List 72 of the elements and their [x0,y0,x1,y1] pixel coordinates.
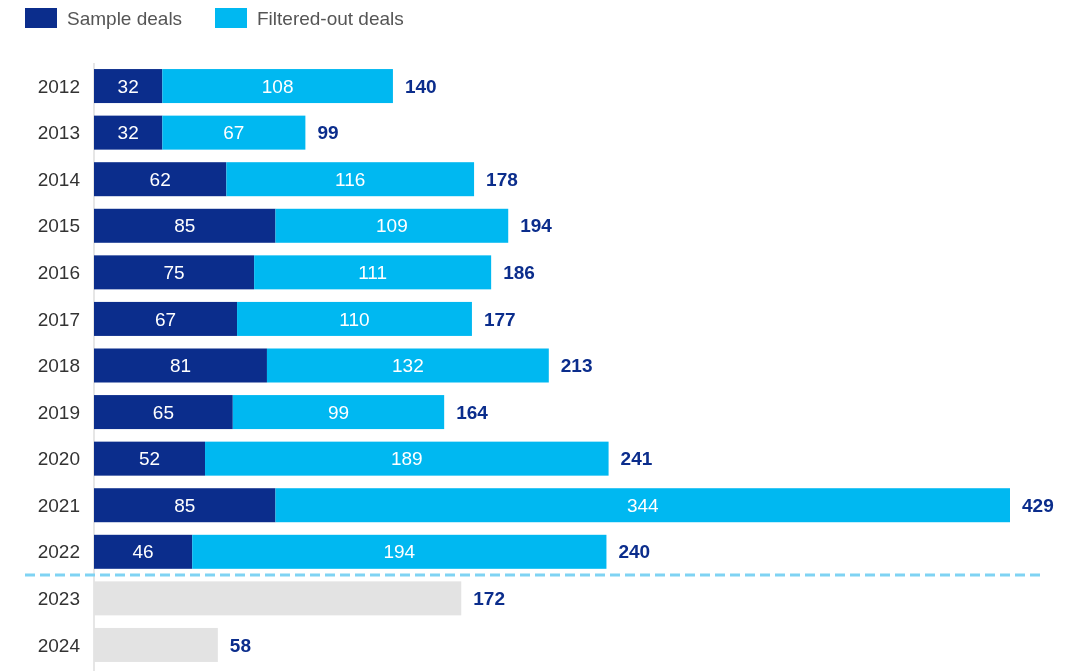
data-label: 110 [339,308,370,330]
total-label: 429 [1022,494,1054,516]
bar [226,162,475,197]
data-label: 132 [392,355,424,377]
data-label: 65 [152,401,174,423]
y-tick-label: 2016 [37,262,80,283]
bar [94,534,193,569]
legend-label: Filtered-out deals [257,7,404,29]
bar [94,69,163,104]
bar [94,301,238,336]
data-label: 32 [117,75,139,97]
bar [205,441,609,476]
bar [192,534,607,569]
total-label: 172 [473,588,505,610]
total-label: 164 [456,401,489,423]
bar [266,348,549,383]
bar [94,441,206,476]
bar [162,69,393,104]
total-label: 240 [618,541,651,563]
data-label: 108 [261,75,294,97]
bar [237,301,472,336]
bar [94,208,276,243]
data-label: 85 [174,494,196,516]
y-tick-label: 2013 [37,122,80,144]
bar [94,255,255,290]
data-label: 52 [138,448,161,470]
y-tick-label: 2017 [37,308,80,330]
y-tick-label: 2023 [37,588,80,610]
bar [94,488,276,523]
bar [94,395,233,430]
total-label: 186 [503,262,535,283]
bar [254,255,492,290]
data-label: 75 [163,262,185,283]
data-label: 111 [358,262,388,283]
data-label: 99 [327,401,350,423]
data-label: 46 [132,541,154,563]
data-label: 116 [335,168,366,190]
legend-label: Sample deals [67,7,183,29]
data-label: 194 [383,541,416,563]
total-label: 177 [483,308,516,330]
data-label: 344 [626,494,660,516]
bar [94,162,227,197]
data-label: 109 [376,215,408,237]
total-label: 213 [560,355,593,377]
total-label: 140 [404,75,437,97]
y-tick-label: 2015 [37,215,80,237]
y-tick-label: 2012 [37,75,80,97]
bar [275,208,509,243]
bar [232,395,445,430]
data-label: 85 [174,215,196,237]
total-label: 58 [229,634,251,656]
data-label: 32 [117,122,139,144]
total-label: 241 [620,448,653,470]
bar [94,348,267,383]
data-label: 67 [154,308,177,330]
y-tick-label: 2022 [37,541,80,563]
data-label: 67 [223,122,245,144]
data-label: 81 [169,355,192,377]
data-label: 189 [390,448,423,470]
y-tick-label: 2024 [37,634,81,656]
total-label: 194 [520,215,553,237]
bar [94,115,163,150]
bar [275,488,1010,523]
y-tick-label: 2020 [37,448,80,470]
y-tick-label: 2019 [37,401,80,423]
bar [162,115,306,150]
total-label: 178 [486,168,518,190]
data-label: 62 [149,168,171,190]
y-tick-label: 2018 [37,355,80,377]
y-tick-label: 2014 [37,168,81,190]
y-tick-label: 2021 [37,494,80,516]
total-label: 99 [317,122,339,144]
